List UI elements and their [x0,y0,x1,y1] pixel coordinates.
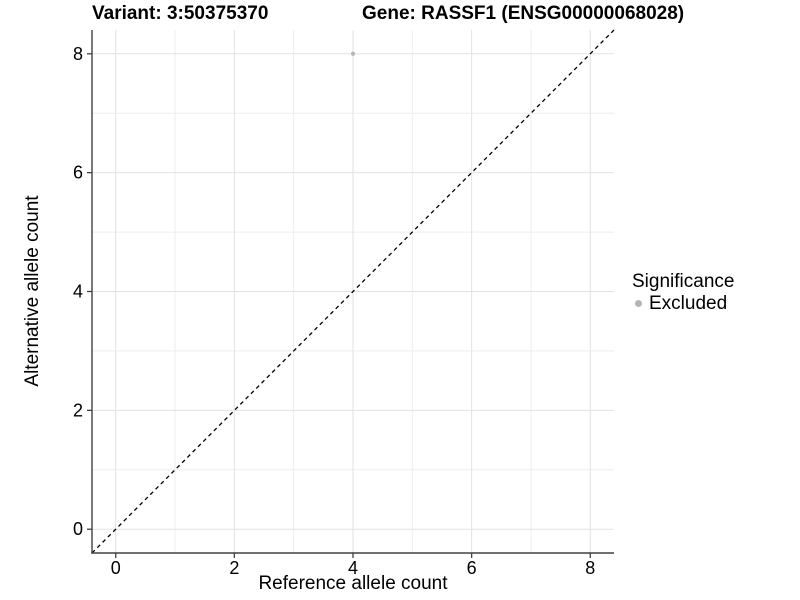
svg-text:4: 4 [73,282,83,302]
svg-text:0: 0 [73,519,83,539]
legend-item-label: Excluded [649,293,728,314]
legend-item-excluded: Excluded [632,293,734,314]
svg-text:8: 8 [585,558,595,578]
y-axis-title: Alternative allele count [22,195,43,387]
legend: Significance Excluded [632,271,734,314]
point-key-icon [635,300,642,307]
x-axis-title: Reference allele count [258,573,448,594]
legend-title: Significance [632,271,735,292]
gene-title: Gene: RASSF1 (ENSG00000068028) [362,3,685,24]
svg-text:6: 6 [73,163,83,183]
svg-text:6: 6 [467,558,477,578]
svg-text:2: 2 [229,558,239,578]
svg-text:2: 2 [73,400,83,420]
variant-title: Variant: 3:50375370 [92,3,269,24]
svg-text:0: 0 [111,558,121,578]
svg-text:8: 8 [73,44,83,64]
svg-text:4: 4 [348,558,358,578]
